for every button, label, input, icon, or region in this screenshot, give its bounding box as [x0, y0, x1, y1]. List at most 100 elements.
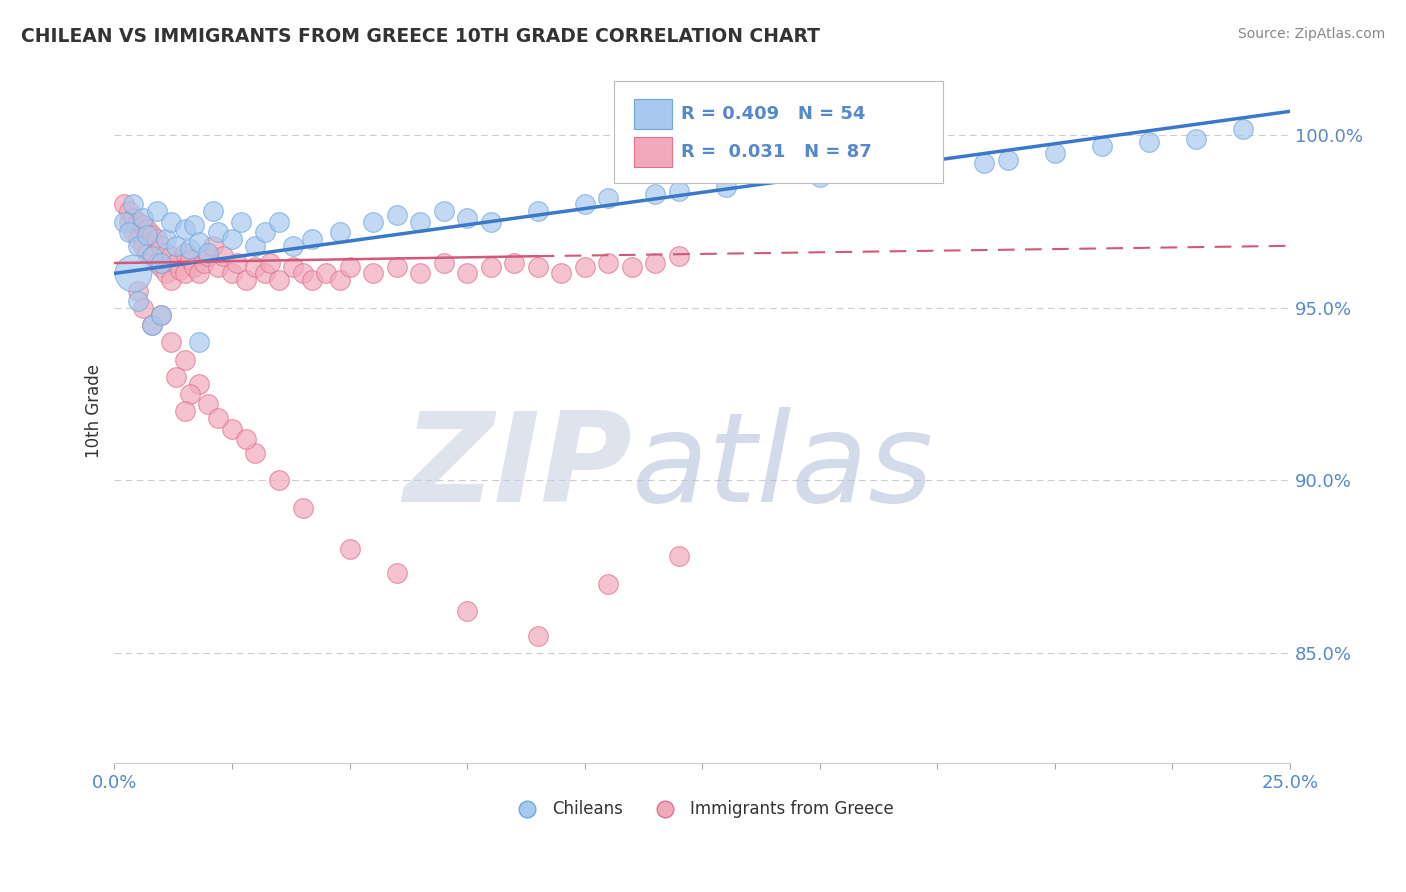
Point: [136, 228, 159, 243]
Point: [131, 218, 153, 232]
Point: [188, 267, 211, 281]
Point: [174, 221, 197, 235]
Point: [179, 387, 201, 401]
Point: [808, 169, 831, 184]
Point: [432, 256, 454, 270]
Point: [160, 335, 183, 350]
Point: [202, 204, 225, 219]
Point: [259, 256, 281, 270]
Point: [221, 267, 243, 281]
Point: [127, 215, 149, 229]
Point: [231, 215, 253, 229]
Point: [174, 352, 197, 367]
Point: [668, 549, 690, 564]
Point: [620, 260, 643, 274]
Y-axis label: 10th Grade: 10th Grade: [86, 364, 103, 458]
Text: R = 0.409   N = 54: R = 0.409 N = 54: [681, 104, 866, 123]
Point: [432, 204, 454, 219]
Point: [155, 232, 177, 246]
Point: [207, 411, 229, 425]
Point: [479, 215, 502, 229]
Point: [291, 500, 314, 515]
Point: [174, 245, 197, 260]
Point: [136, 221, 159, 235]
Point: [150, 308, 173, 322]
Point: [235, 432, 257, 446]
Point: [574, 260, 596, 274]
Point: [267, 215, 290, 229]
Point: [122, 267, 145, 281]
Point: [1185, 132, 1208, 146]
Point: [221, 232, 243, 246]
Point: [141, 318, 163, 333]
Point: [503, 256, 526, 270]
Point: [160, 215, 183, 229]
Point: [160, 273, 183, 287]
Point: [169, 263, 191, 277]
Point: [235, 273, 257, 287]
Point: [526, 260, 548, 274]
Point: [197, 245, 219, 260]
Point: [188, 235, 211, 250]
Point: [179, 242, 201, 256]
Point: [207, 260, 229, 274]
Point: [160, 249, 183, 263]
Point: [155, 267, 177, 281]
Point: [165, 239, 187, 253]
Point: [141, 249, 163, 263]
Point: [145, 232, 167, 246]
Point: [267, 273, 290, 287]
Point: [409, 267, 432, 281]
Point: [315, 267, 337, 281]
Point: [155, 245, 177, 260]
Point: [856, 163, 879, 178]
Point: [385, 566, 408, 581]
Point: [112, 197, 135, 211]
Point: [145, 204, 167, 219]
FancyBboxPatch shape: [614, 80, 943, 183]
Point: [127, 239, 149, 253]
Point: [117, 215, 139, 229]
Bar: [634, 137, 672, 167]
Point: [141, 249, 163, 263]
Point: [997, 153, 1019, 167]
Point: [281, 239, 304, 253]
Point: [117, 225, 139, 239]
Bar: [634, 99, 672, 128]
Text: atlas: atlas: [631, 407, 934, 528]
Point: [131, 301, 153, 315]
Point: [479, 260, 502, 274]
Point: [301, 232, 323, 246]
Point: [225, 256, 247, 270]
Point: [145, 256, 167, 270]
Point: [188, 335, 211, 350]
Point: [1091, 138, 1114, 153]
Point: [714, 180, 737, 194]
Point: [188, 376, 211, 391]
Point: [117, 204, 139, 219]
Point: [456, 211, 478, 226]
Point: [339, 542, 361, 557]
Point: [136, 245, 159, 260]
Point: [574, 197, 596, 211]
Point: [183, 260, 205, 274]
Point: [385, 260, 408, 274]
Point: [245, 239, 267, 253]
Text: ZIP: ZIP: [404, 407, 631, 528]
Point: [1043, 145, 1066, 160]
Point: [456, 267, 478, 281]
Point: [127, 232, 149, 246]
Point: [165, 370, 187, 384]
Point: [150, 256, 173, 270]
Point: [193, 256, 215, 270]
Point: [301, 273, 323, 287]
Point: [598, 576, 620, 591]
Point: [550, 267, 572, 281]
Point: [245, 260, 267, 274]
Point: [141, 228, 163, 243]
Point: [131, 211, 153, 226]
Point: [141, 318, 163, 333]
Point: [150, 260, 173, 274]
Point: [385, 208, 408, 222]
Point: [197, 249, 219, 263]
